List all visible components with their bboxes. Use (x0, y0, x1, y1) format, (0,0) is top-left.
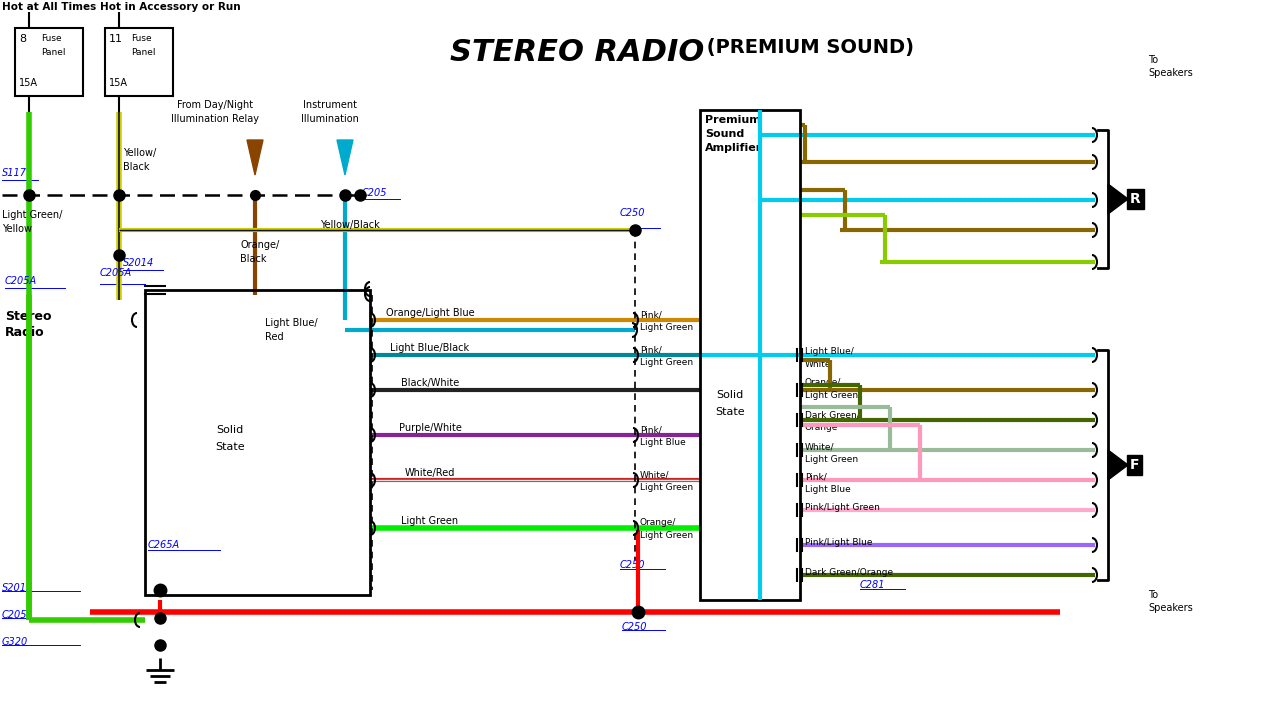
Text: Hot in Accessory or Run: Hot in Accessory or Run (100, 2, 241, 12)
Text: 11: 11 (109, 34, 123, 44)
Text: Pink/: Pink/ (640, 425, 662, 434)
Text: Pink/Light Blue: Pink/Light Blue (805, 538, 873, 547)
Bar (145, 290, 370, 595)
Text: C281: C281 (860, 580, 886, 590)
Text: To: To (1148, 55, 1158, 65)
Text: Light Green: Light Green (640, 358, 694, 367)
Text: Light Green: Light Green (402, 516, 458, 526)
Text: C265A: C265A (148, 540, 180, 550)
Text: Pink/: Pink/ (640, 345, 662, 354)
Text: White/: White/ (805, 442, 835, 451)
Text: Speakers: Speakers (1148, 603, 1193, 613)
Text: Orange/Light Blue: Orange/Light Blue (385, 308, 475, 318)
Text: Light Green: Light Green (640, 483, 694, 492)
Text: Illumination: Illumination (301, 114, 358, 124)
Text: 8: 8 (19, 34, 26, 44)
Text: Panel: Panel (41, 48, 65, 57)
Text: Pink/: Pink/ (640, 310, 662, 319)
Polygon shape (1108, 184, 1128, 214)
Text: C250: C250 (620, 208, 645, 218)
Text: Red: Red (265, 332, 284, 342)
Text: Black/White: Black/White (401, 378, 460, 388)
Text: 15A: 15A (19, 78, 38, 88)
Text: Light Green: Light Green (640, 531, 694, 540)
Bar (15, 28, 83, 96)
Polygon shape (337, 140, 353, 175)
Text: Black: Black (123, 162, 150, 172)
Text: White: White (805, 360, 832, 369)
Text: Instrument: Instrument (303, 100, 357, 110)
Text: C205: C205 (362, 188, 388, 198)
Text: Dark Green/Orange: Dark Green/Orange (805, 568, 893, 577)
Text: Yellow: Yellow (3, 224, 32, 234)
Text: Light Blue/Black: Light Blue/Black (390, 343, 470, 353)
Polygon shape (1108, 450, 1128, 480)
Text: Light Blue: Light Blue (640, 438, 686, 447)
Text: Solid: Solid (717, 390, 744, 400)
Text: Speakers: Speakers (1148, 68, 1193, 78)
Text: Yellow/Black: Yellow/Black (320, 220, 380, 230)
Text: C250: C250 (620, 560, 645, 570)
Text: Black: Black (241, 254, 266, 264)
Text: C205A: C205A (5, 276, 37, 286)
Bar (700, 110, 800, 600)
Text: F: F (1130, 458, 1139, 472)
Text: Amplifier: Amplifier (705, 143, 763, 153)
Text: Radio: Radio (5, 326, 45, 339)
Text: From Day/Night: From Day/Night (177, 100, 253, 110)
Text: Light Green: Light Green (640, 323, 694, 332)
Text: R: R (1130, 192, 1140, 206)
Text: C205A: C205A (100, 268, 132, 278)
Text: Light Blue: Light Blue (805, 485, 851, 494)
Text: Light Green: Light Green (805, 455, 858, 464)
Text: Light Green/: Light Green/ (3, 210, 63, 220)
Text: Fuse: Fuse (41, 34, 61, 43)
Bar (105, 28, 173, 96)
Text: S2015: S2015 (3, 583, 33, 593)
Text: Hot at All Times: Hot at All Times (3, 2, 96, 12)
Text: Light Blue/: Light Blue/ (805, 347, 854, 356)
Text: G320: G320 (3, 637, 28, 647)
Text: Light Green: Light Green (805, 391, 858, 400)
Text: Orange/: Orange/ (241, 240, 279, 250)
Text: Orange/: Orange/ (805, 378, 841, 387)
Text: Panel: Panel (131, 48, 155, 57)
Text: 15A: 15A (109, 78, 128, 88)
Text: Stereo: Stereo (5, 310, 51, 323)
Text: White/: White/ (640, 470, 669, 479)
Text: Pink/Light Green: Pink/Light Green (805, 503, 879, 512)
Text: S117: S117 (3, 168, 27, 178)
Text: Illumination Relay: Illumination Relay (172, 114, 259, 124)
Text: Premium: Premium (705, 115, 760, 125)
Text: Yellow/: Yellow/ (123, 148, 156, 158)
Text: To: To (1148, 590, 1158, 600)
Text: Purple/White: Purple/White (398, 423, 461, 433)
Text: Orange/: Orange/ (640, 518, 676, 527)
Text: Orange: Orange (805, 423, 838, 432)
Text: White/Red: White/Red (404, 468, 456, 478)
Text: STEREO RADIO: STEREO RADIO (451, 38, 704, 67)
Text: Solid: Solid (216, 425, 243, 435)
Text: State: State (716, 407, 745, 417)
Text: Fuse: Fuse (131, 34, 151, 43)
Text: C205: C205 (3, 610, 27, 620)
Text: C250: C250 (622, 622, 648, 632)
Polygon shape (247, 140, 262, 175)
Text: Pink/: Pink/ (805, 472, 827, 481)
Text: State: State (215, 442, 244, 452)
Text: (PREMIUM SOUND): (PREMIUM SOUND) (700, 38, 914, 57)
Text: S2014: S2014 (123, 258, 155, 268)
Text: Dark Green/: Dark Green/ (805, 410, 860, 419)
Text: Sound: Sound (705, 129, 744, 139)
Text: Light Blue/: Light Blue/ (265, 318, 317, 328)
